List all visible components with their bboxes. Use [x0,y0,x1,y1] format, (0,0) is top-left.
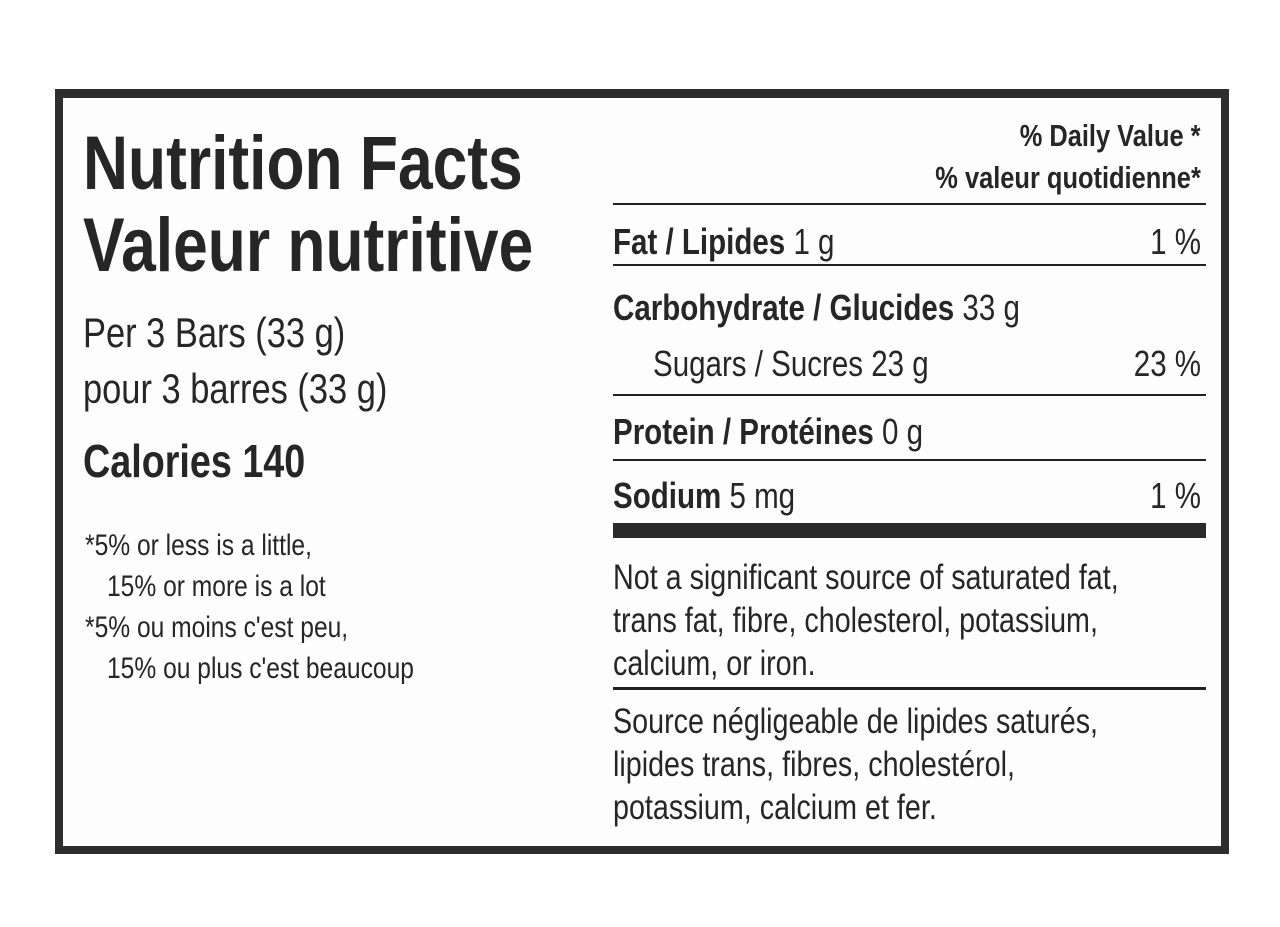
title-fr: Valeur nutritive [83,203,534,288]
nutrition-facts-label: Nutrition Facts Valeur nutritive Per 3 B… [55,89,1229,854]
not-significant-fr-line: Source négligeable de lipides saturés, [613,702,1099,741]
nutrient-dv: 1 % [1150,221,1201,262]
daily-value-header-fr: % valeur quotidienne* [935,160,1201,195]
nutrient-dv: 1 % [1150,475,1201,516]
nutrient-amount: 1 g [793,221,835,262]
nutrient-dv: 23 % [1133,343,1201,384]
nutrient-label: Protein / Protéines [613,411,874,452]
nutrient-amount: 23 g [871,343,929,384]
divider [613,203,1206,205]
divider [613,264,1206,266]
not-significant-en-line: calcium, or iron. [613,644,816,683]
footnote-line: 15% or more is a lot [107,570,326,603]
thick-divider [613,523,1206,538]
footnote-line: 15% ou plus c'est beaucoup [107,652,414,685]
title-en: Nutrition Facts [83,121,523,206]
serving-size-en: Per 3 Bars (33 g) [83,309,346,356]
serving-size-fr: pour 3 barres (33 g) [83,365,388,412]
footnote-line: *5% or less is a little, [85,529,312,562]
nutrient-label: Sodium [613,475,722,516]
nutrient-label: Carbohydrate / Glucides [613,287,955,328]
not-significant-en-line: trans fat, fibre, cholesterol, potassium… [613,601,1098,640]
not-significant-fr-line: lipides trans, fibres, cholestérol, [613,745,1015,784]
nutrient-label: Sugars / Sucres [653,343,864,384]
footnote-line: *5% ou moins c'est peu, [85,611,349,644]
nutrient-amount: 5 mg [729,475,796,516]
daily-value-header-en: % Daily Value * [1020,118,1201,153]
nutrient-amount: 33 g [962,287,1020,328]
divider [613,687,1206,690]
nutrient-amount: 0 g [882,411,924,452]
not-significant-en-line: Not a significant source of saturated fa… [613,558,1119,597]
divider [613,394,1206,396]
divider [613,459,1206,461]
calories: Calories 140 [83,435,306,487]
nutrient-label: Fat / Lipides [613,221,786,262]
not-significant-fr-line: potassium, calcium et fer. [613,788,937,827]
